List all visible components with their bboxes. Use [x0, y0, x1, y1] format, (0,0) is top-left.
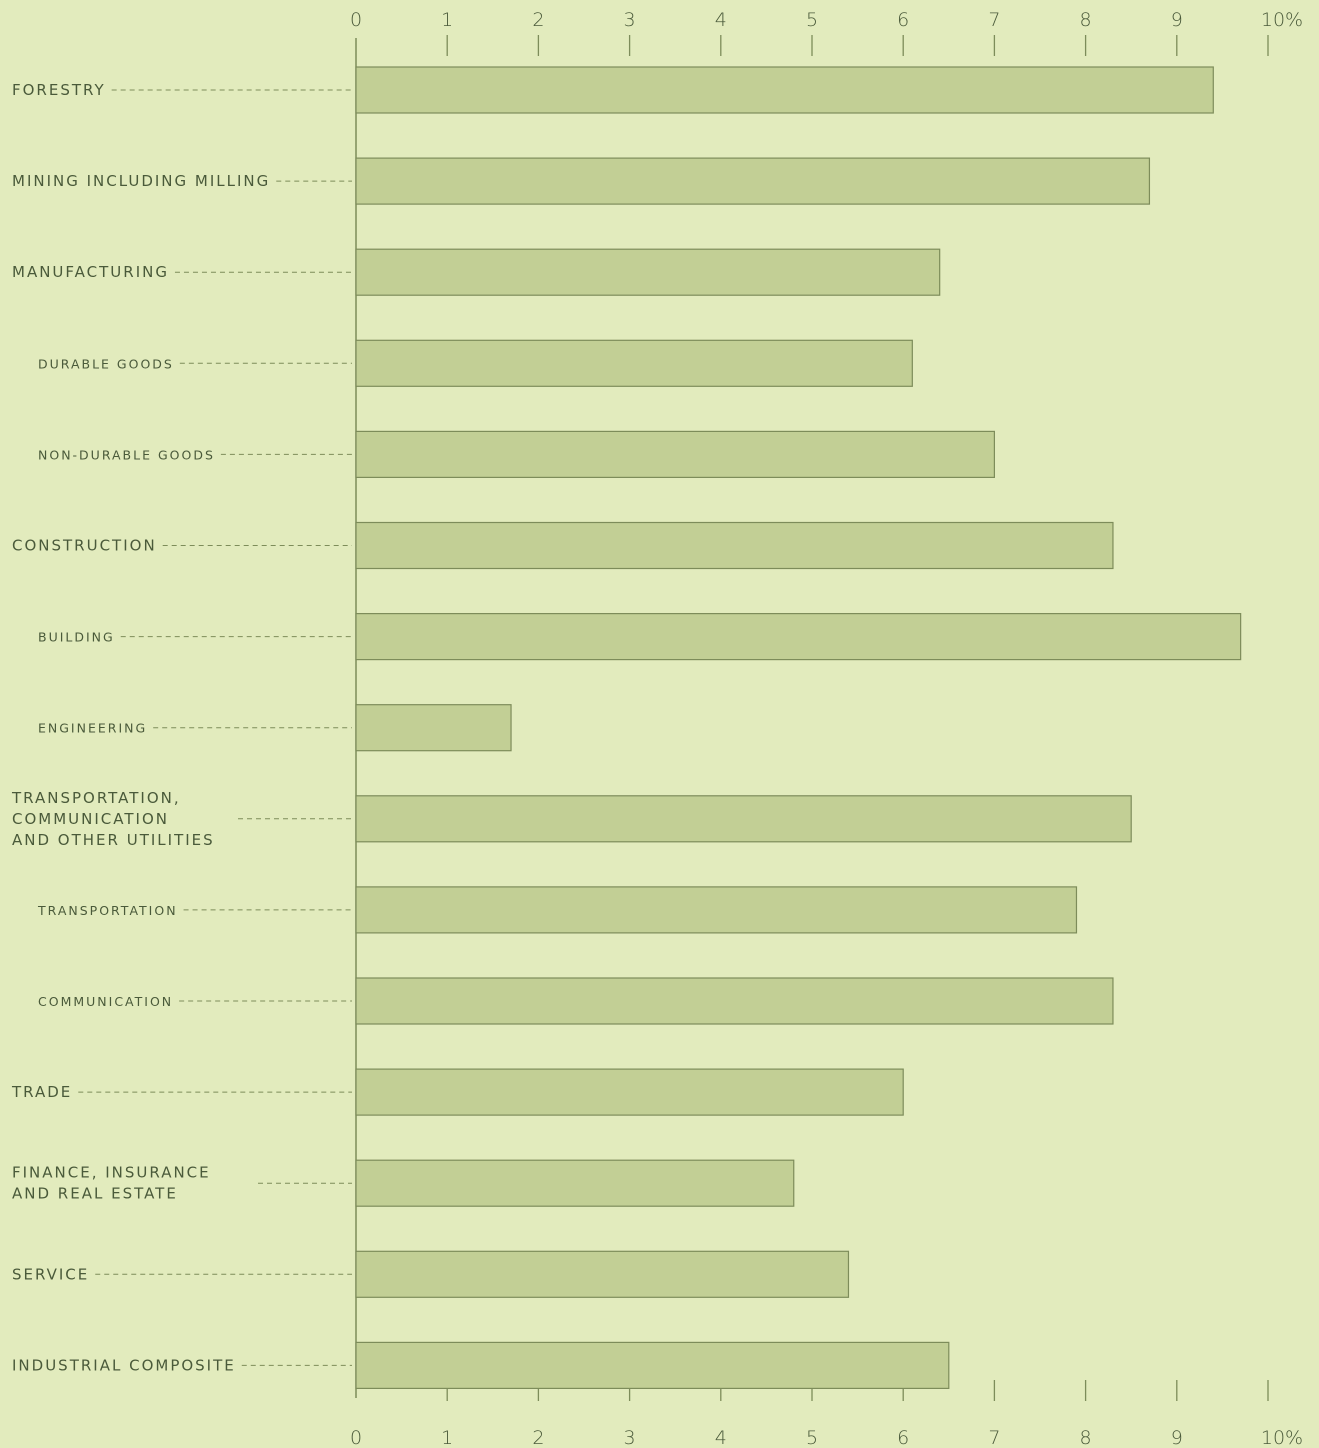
category-label: AND REAL ESTATE [12, 1185, 178, 1203]
category-label: COMMUNICATION [38, 994, 173, 1009]
category-label: ENGINEERING [38, 721, 147, 736]
category-label: MANUFACTURING [12, 263, 169, 281]
bar [355, 157, 1151, 205]
bottom-tick-label: 9 [1171, 1427, 1183, 1448]
category-label: FORESTRY [12, 81, 106, 99]
top-tick-label: 5 [806, 9, 818, 31]
category-label: FINANCE, INSURANCE [12, 1164, 211, 1182]
bottom-tick-label: 6 [897, 1427, 909, 1448]
category-label: COMMUNICATION [12, 810, 169, 828]
category-label: CONSTRUCTION [12, 537, 157, 555]
category-label: INDUSTRIAL COMPOSITE [12, 1356, 236, 1374]
bar [355, 66, 1214, 114]
bottom-tick-label: 0 [350, 1427, 362, 1448]
bar [355, 795, 1132, 843]
top-tick-label: 4 [715, 9, 727, 31]
top-tick-label: 10% [1261, 9, 1303, 31]
bar [355, 1159, 795, 1207]
category-label: DURABLE GOODS [38, 356, 174, 371]
bottom-tick-label: 3 [624, 1427, 636, 1448]
bar [355, 339, 913, 387]
top-tick-label: 9 [1171, 9, 1183, 31]
bottom-tick-label: 1 [441, 1427, 453, 1448]
category-label: AND OTHER UTILITIES [12, 831, 215, 849]
bar [355, 521, 1114, 570]
top-tick-label: 0 [350, 9, 362, 31]
category-label: TRANSPORTATION [37, 903, 178, 918]
category-label: SERVICE [12, 1265, 89, 1283]
category-label: MINING INCLUDING MILLING [12, 172, 270, 190]
bottom-tick-label: 8 [1080, 1427, 1092, 1448]
category-labels: FORESTRY MINING INCLUDING MILLING MANUFACT… [11, 81, 352, 1374]
category-label: BUILDING [38, 630, 115, 645]
top-tick-label: 2 [532, 9, 544, 31]
axis-layer: 0 0 1 1 2 2 3 3 4 4 5 5 6 6 7 7 8 8 9 9 10% 10% [350, 9, 1303, 1448]
bar [355, 248, 941, 296]
bottom-tick-label: 4 [715, 1427, 727, 1448]
bar [355, 977, 1114, 1025]
bar [355, 612, 1242, 661]
bottom-tick-label: 2 [532, 1427, 544, 1448]
top-tick-label: 3 [624, 9, 636, 31]
bar [355, 1250, 850, 1298]
bar [355, 1068, 904, 1116]
top-tick-label: 7 [988, 9, 1000, 31]
bottom-tick-label: 7 [988, 1427, 1000, 1448]
bars-layer [355, 66, 1242, 1390]
category-label: TRADE [11, 1083, 72, 1101]
bar [355, 430, 996, 478]
top-tick-label: 8 [1080, 9, 1092, 31]
top-tick-label: 1 [441, 9, 453, 31]
bottom-tick-label: 10% [1261, 1427, 1303, 1448]
category-label: TRANSPORTATION, [11, 789, 181, 807]
top-tick-label: 6 [897, 9, 909, 31]
bottom-tick-label: 5 [806, 1427, 818, 1448]
bar [355, 704, 512, 752]
bar [355, 886, 1078, 934]
category-label: NON-DURABLE GOODS [38, 447, 215, 462]
bar [355, 1341, 950, 1390]
